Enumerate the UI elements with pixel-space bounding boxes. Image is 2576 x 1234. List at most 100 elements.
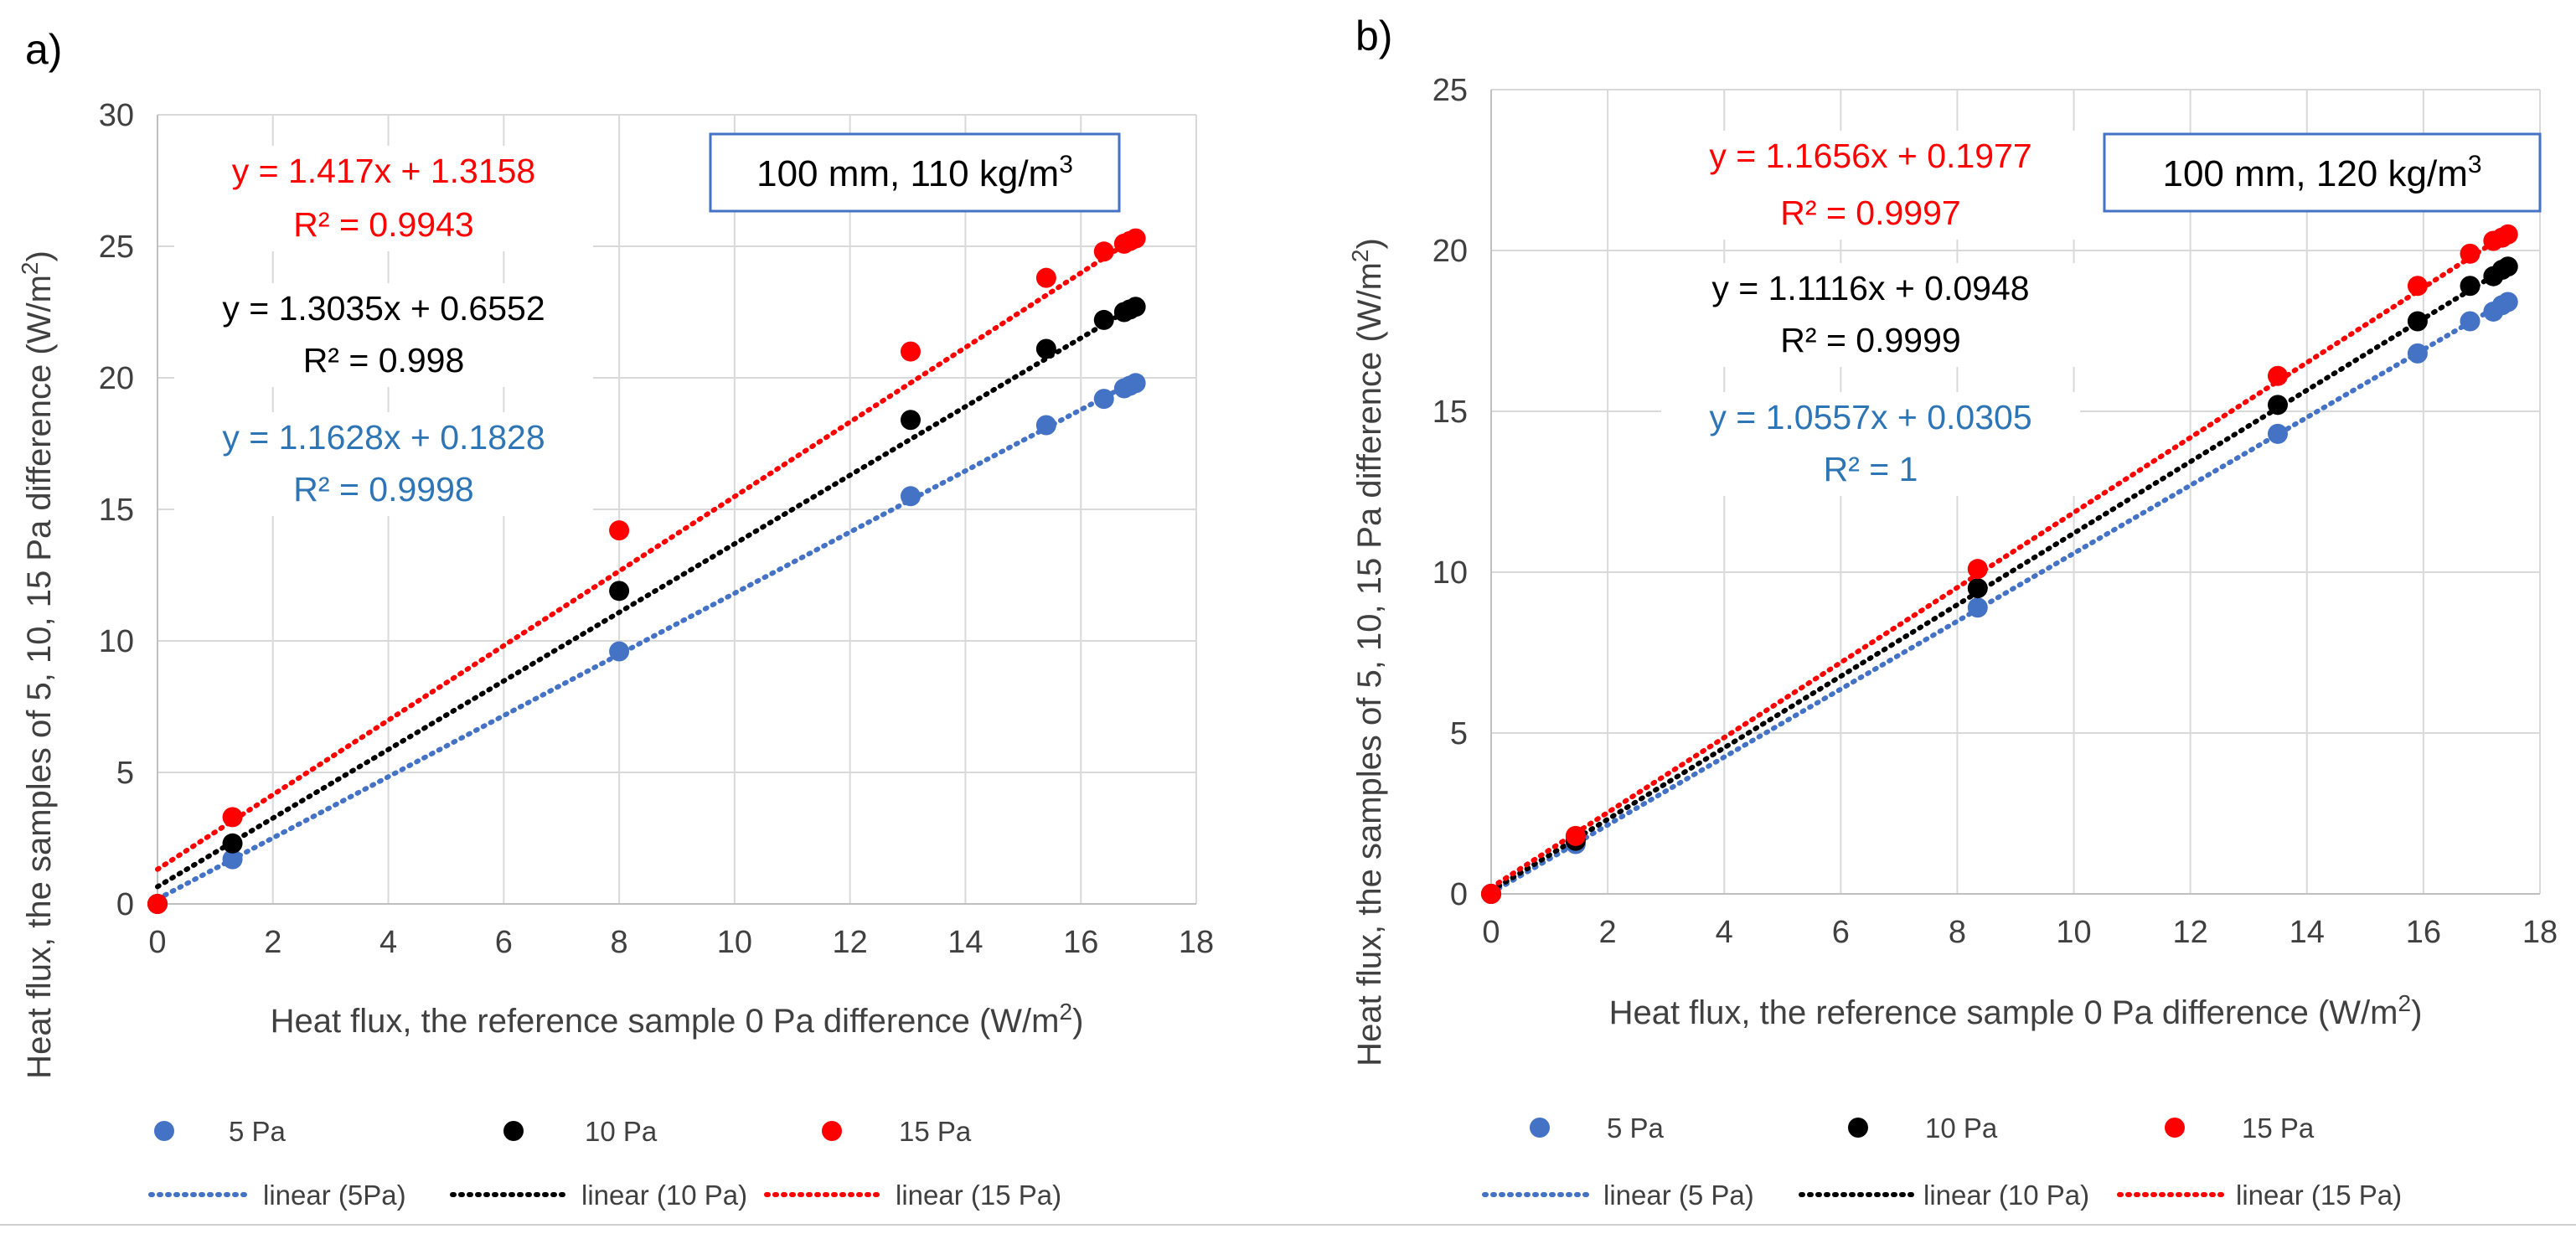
y-tick-label: 20: [1433, 234, 1468, 269]
data-point: [1093, 389, 1114, 410]
data-point: [901, 341, 921, 362]
data-point: [2268, 365, 2288, 386]
legend-trend-label: linear (15 Pa): [896, 1180, 1061, 1211]
x-tick-label: 4: [379, 925, 397, 960]
y-tick-label: 30: [99, 98, 134, 133]
trendline: [1489, 264, 2511, 894]
y-tick-label: 25: [1433, 73, 1468, 108]
equation-background: [1661, 392, 2080, 496]
equation-background: [174, 412, 593, 516]
x-tick-label: 14: [2289, 915, 2325, 950]
data-point: [1035, 267, 1056, 288]
y-axis-title: Heat flux, the samples of 5, 10, 15 Pa d…: [1347, 238, 1389, 1066]
condition-box: [709, 132, 1121, 213]
legend-marker: [2165, 1118, 2185, 1138]
data-point: [2268, 423, 2288, 444]
data-point: [1565, 825, 1586, 846]
trendline: [155, 235, 1138, 872]
equation-background: [1661, 263, 2080, 367]
panel-letter: b): [1355, 13, 1392, 59]
data-point: [2268, 395, 2288, 416]
x-tick-label: 12: [833, 925, 868, 960]
x-tick-label: 2: [1599, 915, 1617, 950]
trend-r2: R² = 0.998: [303, 341, 465, 379]
legend: 5 Pa 10 Pa 15 Pa linear (5Pa) linear (10 Pa)…: [148, 1116, 1061, 1211]
data-point: [1481, 884, 1501, 904]
trendline: [155, 302, 1138, 890]
y-tick-label: 0: [116, 887, 134, 922]
data-point: [901, 410, 921, 431]
y-tick-label: 5: [1450, 716, 1468, 751]
legend-trend-label: linear (5 Pa): [1603, 1180, 1754, 1211]
x-tick-label: 0: [1482, 915, 1500, 950]
legend-label: 10 Pa: [1925, 1113, 1998, 1144]
legend-marker: [822, 1121, 842, 1141]
data-point: [1125, 228, 1146, 249]
data-point: [1035, 338, 1056, 359]
data-point: [2460, 276, 2480, 297]
data-point: [2497, 292, 2518, 312]
legend-trend-label: linear (5Pa): [263, 1180, 406, 1211]
data-point: [2407, 276, 2428, 297]
trend-r2: R² = 0.9999: [1780, 321, 1960, 359]
data-point: [2407, 311, 2428, 332]
data-point: [1093, 309, 1114, 330]
x-tick-label: 14: [947, 925, 983, 960]
legend-marker: [154, 1121, 174, 1141]
trend-equation: y = 1.417x + 1.3158: [232, 152, 535, 190]
y-tick-label: 5: [116, 756, 134, 791]
data-point: [1967, 578, 1988, 599]
trendline: [1489, 297, 2511, 896]
x-tick-label: 8: [611, 925, 628, 960]
legend-marker: [1848, 1118, 1868, 1138]
x-tick-label: 10: [2056, 915, 2091, 950]
equation-background: [174, 283, 593, 387]
trend-equation: y = 1.3035x + 0.6552: [222, 289, 545, 328]
legend-label: 15 Pa: [899, 1116, 972, 1147]
x-tick-label: 18: [2522, 915, 2558, 950]
y-tick-label: 10: [1433, 555, 1468, 591]
data-point: [1967, 559, 1988, 580]
trendline: [1489, 230, 2511, 891]
trend-r2: R² = 1: [1824, 450, 1918, 488]
legend-label: 15 Pa: [2242, 1113, 2315, 1144]
data-point: [2497, 256, 2518, 277]
y-tick-label: 20: [99, 361, 134, 396]
legend-trend-label: linear (10 Pa): [581, 1180, 747, 1211]
x-tick-label: 16: [2406, 915, 2441, 950]
data-point: [2460, 311, 2480, 332]
x-tick-label: 0: [148, 925, 166, 960]
trend-equation: y = 1.0557x + 0.0305: [1709, 398, 2031, 436]
x-tick-label: 2: [264, 925, 281, 960]
panel-a: a) 0 2 4 6 8 10 12 14 16 18 0 5 10 15 20 25 30 y = 1.417x …: [17, 26, 1215, 1211]
y-tick-label: 0: [1450, 877, 1468, 912]
data-point: [2497, 224, 2518, 245]
data-point: [222, 849, 243, 870]
x-tick-label: 6: [1832, 915, 1850, 950]
condition-box: [2103, 132, 2542, 213]
x-tick-label: 8: [1949, 915, 1966, 950]
legend-marker: [503, 1121, 524, 1141]
y-tick-label: 15: [99, 493, 134, 528]
equation-background: [174, 146, 593, 251]
x-axis-title: Heat flux, the reference sample 0 Pa dif…: [271, 999, 1084, 1040]
x-tick-label: 18: [1179, 925, 1214, 960]
legend-trend-label: linear (10 Pa): [1923, 1180, 2089, 1211]
trend-r2: R² = 0.9997: [1780, 194, 1960, 232]
trend-r2: R² = 0.9998: [293, 470, 473, 509]
trend-equation: y = 1.1656x + 0.1977: [1709, 137, 2031, 175]
x-tick-label: 16: [1063, 925, 1098, 960]
legend-trend-label: linear (15 Pa): [2236, 1180, 2402, 1211]
legend: 5 Pa 10 Pa 15 Pa linear (5 Pa) linear (10 Pa…: [1482, 1113, 2402, 1211]
data-point: [147, 894, 168, 914]
y-axis-title: Heat flux, the samples of 5, 10, 15 Pa d…: [17, 250, 59, 1079]
y-tick-label: 15: [1433, 395, 1468, 430]
data-point: [1967, 597, 1988, 618]
data-point: [2407, 343, 2428, 364]
x-tick-label: 10: [717, 925, 752, 960]
x-tick-label: 12: [2173, 915, 2208, 950]
condition-label: 100 mm, 120 kg/m3: [2162, 151, 2481, 195]
x-tick-label: 6: [495, 925, 513, 960]
data-point: [2460, 243, 2480, 264]
data-point: [1093, 241, 1114, 262]
